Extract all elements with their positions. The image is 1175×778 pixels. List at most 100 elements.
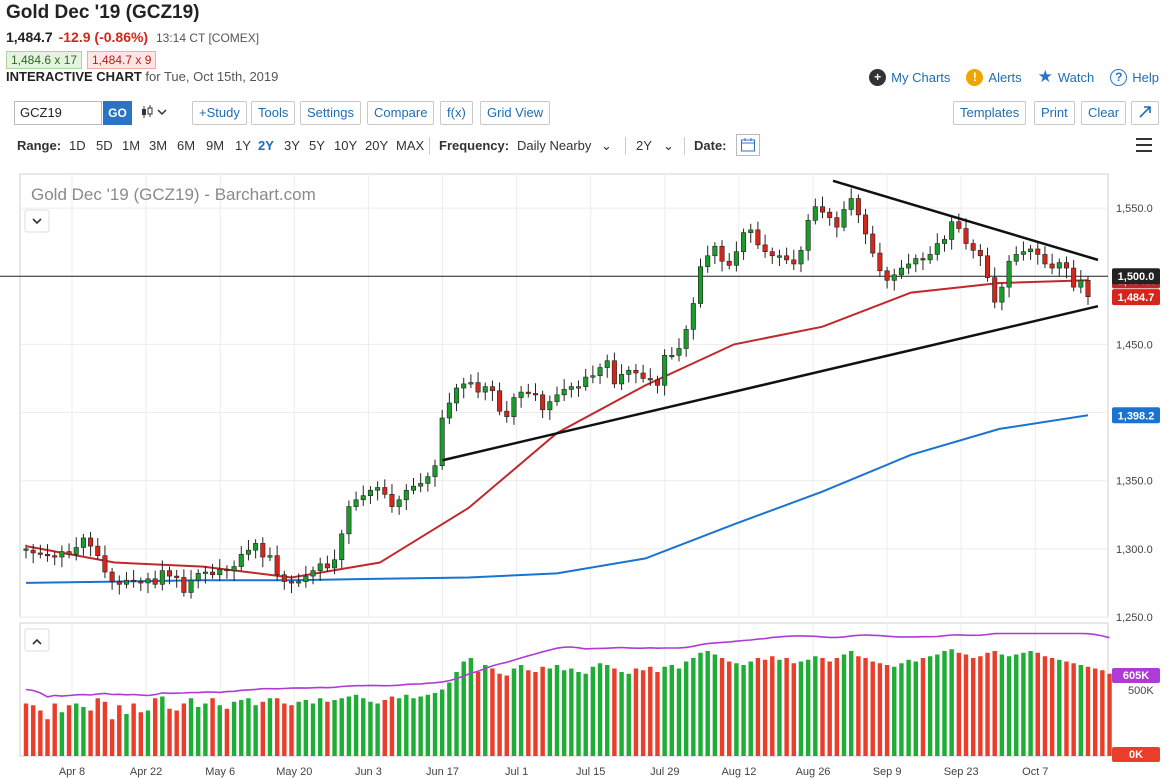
- function-button[interactable]: f(x): [440, 101, 473, 125]
- expand-volume-button[interactable]: [24, 628, 50, 652]
- compare-button[interactable]: Compare: [367, 101, 435, 125]
- candle-body: [920, 258, 926, 261]
- volume-bar: [640, 670, 646, 756]
- candle-body: [23, 548, 29, 551]
- price-chart[interactable]: Gold Dec '19 (GCZ19) - Barchart.com 1,25…: [0, 168, 1175, 778]
- volume-bar: [841, 654, 847, 756]
- y-tick-label: 1,550.0: [1116, 203, 1153, 215]
- collapse-button[interactable]: [24, 209, 50, 233]
- range-10y[interactable]: 10Y: [334, 138, 358, 153]
- candle-body: [66, 551, 72, 555]
- page-title: Gold Dec '19 (GCZ19): [6, 2, 200, 23]
- volume-bar: [827, 661, 832, 756]
- candle-body: [267, 555, 273, 558]
- range-1d[interactable]: 1D: [69, 138, 86, 153]
- candle-body: [662, 354, 668, 386]
- candle-body: [1028, 248, 1034, 252]
- candle-body: [317, 563, 323, 571]
- candle-body: [403, 489, 409, 501]
- clear-button[interactable]: Clear: [1081, 101, 1127, 125]
- period-select[interactable]: 2Y: [636, 138, 652, 153]
- x-tick-label: Aug 12: [721, 766, 756, 778]
- range-9m[interactable]: 9M: [206, 138, 225, 153]
- ma-200-badge-bg: [1112, 407, 1160, 424]
- range-1m[interactable]: 1M: [122, 138, 141, 153]
- settings-button[interactable]: Settings: [300, 101, 361, 125]
- candle-body: [95, 545, 101, 556]
- range-max[interactable]: MAX: [396, 138, 425, 153]
- candle-body: [597, 367, 603, 377]
- chart-heading-date: for Tue, Oct 15th, 2019: [145, 69, 279, 84]
- volume-bar: [224, 708, 230, 756]
- volume-bar: [231, 701, 237, 756]
- templates-button[interactable]: Templates: [953, 101, 1027, 125]
- symbol-input[interactable]: GCZ19: [14, 101, 102, 125]
- volume-bar: [282, 703, 287, 756]
- divider: [429, 137, 430, 155]
- range-20y[interactable]: 20Y: [365, 138, 389, 153]
- candle-body: [332, 559, 338, 569]
- candle-body: [762, 244, 768, 252]
- range-3y[interactable]: 3Y: [284, 138, 300, 153]
- candle-body: [1071, 267, 1077, 288]
- watch-link[interactable]: ★ Watch: [1038, 67, 1095, 87]
- candlestick-icon: [142, 105, 167, 118]
- volume-bar: [1042, 656, 1048, 756]
- candle-body: [439, 417, 445, 466]
- frequency-select[interactable]: Daily Nearby: [517, 138, 592, 153]
- my-charts-link[interactable]: + My Charts: [869, 68, 950, 86]
- alerts-link[interactable]: ! Alerts: [966, 68, 1022, 86]
- volume-bar: [540, 666, 545, 756]
- candle-body: [382, 487, 388, 495]
- range-2y[interactable]: 2Y: [258, 138, 274, 153]
- candle-body: [389, 494, 395, 507]
- candle-body: [1006, 260, 1012, 288]
- candle-body: [123, 579, 129, 585]
- volume-bar: [274, 698, 280, 756]
- range-1y[interactable]: 1Y: [235, 138, 251, 153]
- candle-body: [891, 274, 897, 281]
- help-icon: ?: [1110, 68, 1128, 86]
- tools-button[interactable]: Tools: [251, 101, 296, 125]
- x-tick-label: Sep 23: [944, 766, 979, 778]
- candle-body: [748, 229, 754, 233]
- x-tick-label: May 20: [276, 766, 312, 778]
- volume-bar: [260, 701, 266, 756]
- volume-bar: [1100, 670, 1105, 756]
- date-picker-button[interactable]: [736, 134, 760, 156]
- candle-body: [604, 360, 610, 368]
- study-button[interactable]: +Study: [192, 101, 247, 125]
- candle-body: [1013, 254, 1019, 262]
- range-6m[interactable]: 6M: [177, 138, 196, 153]
- range-3m[interactable]: 3M: [149, 138, 168, 153]
- chart-type-dropdown[interactable]: [141, 105, 167, 122]
- ma-200-badge: 1,398.2: [1118, 410, 1155, 422]
- candle-body: [841, 209, 847, 228]
- candle-body: [188, 579, 194, 593]
- candle-body: [1063, 262, 1069, 269]
- candle-body: [37, 552, 43, 555]
- go-button[interactable]: GO: [103, 101, 132, 125]
- candle-body: [590, 375, 596, 378]
- print-button[interactable]: Print: [1034, 101, 1075, 125]
- menu-icon[interactable]: [1136, 138, 1152, 156]
- volume-bar: [583, 673, 588, 756]
- volume-bar: [382, 700, 387, 756]
- candle-body: [454, 387, 460, 404]
- expand-button[interactable]: [1131, 101, 1159, 125]
- volume-bar: [798, 661, 804, 756]
- candle-body: [683, 329, 689, 349]
- candle-body: [611, 360, 617, 385]
- grid-view-button[interactable]: Grid View: [480, 101, 551, 125]
- volume-bar: [913, 661, 918, 756]
- volume-bar: [375, 703, 380, 756]
- volume-bar: [411, 698, 416, 756]
- range-5y[interactable]: 5Y: [309, 138, 325, 153]
- chevron-up-icon: [32, 638, 42, 645]
- candle-body: [59, 551, 65, 558]
- volume-bar: [705, 651, 710, 756]
- help-link[interactable]: ? Help: [1110, 68, 1159, 86]
- reference-badge: 1,500.0: [1118, 271, 1155, 283]
- range-5d[interactable]: 5D: [96, 138, 113, 153]
- volume-bar: [554, 665, 560, 756]
